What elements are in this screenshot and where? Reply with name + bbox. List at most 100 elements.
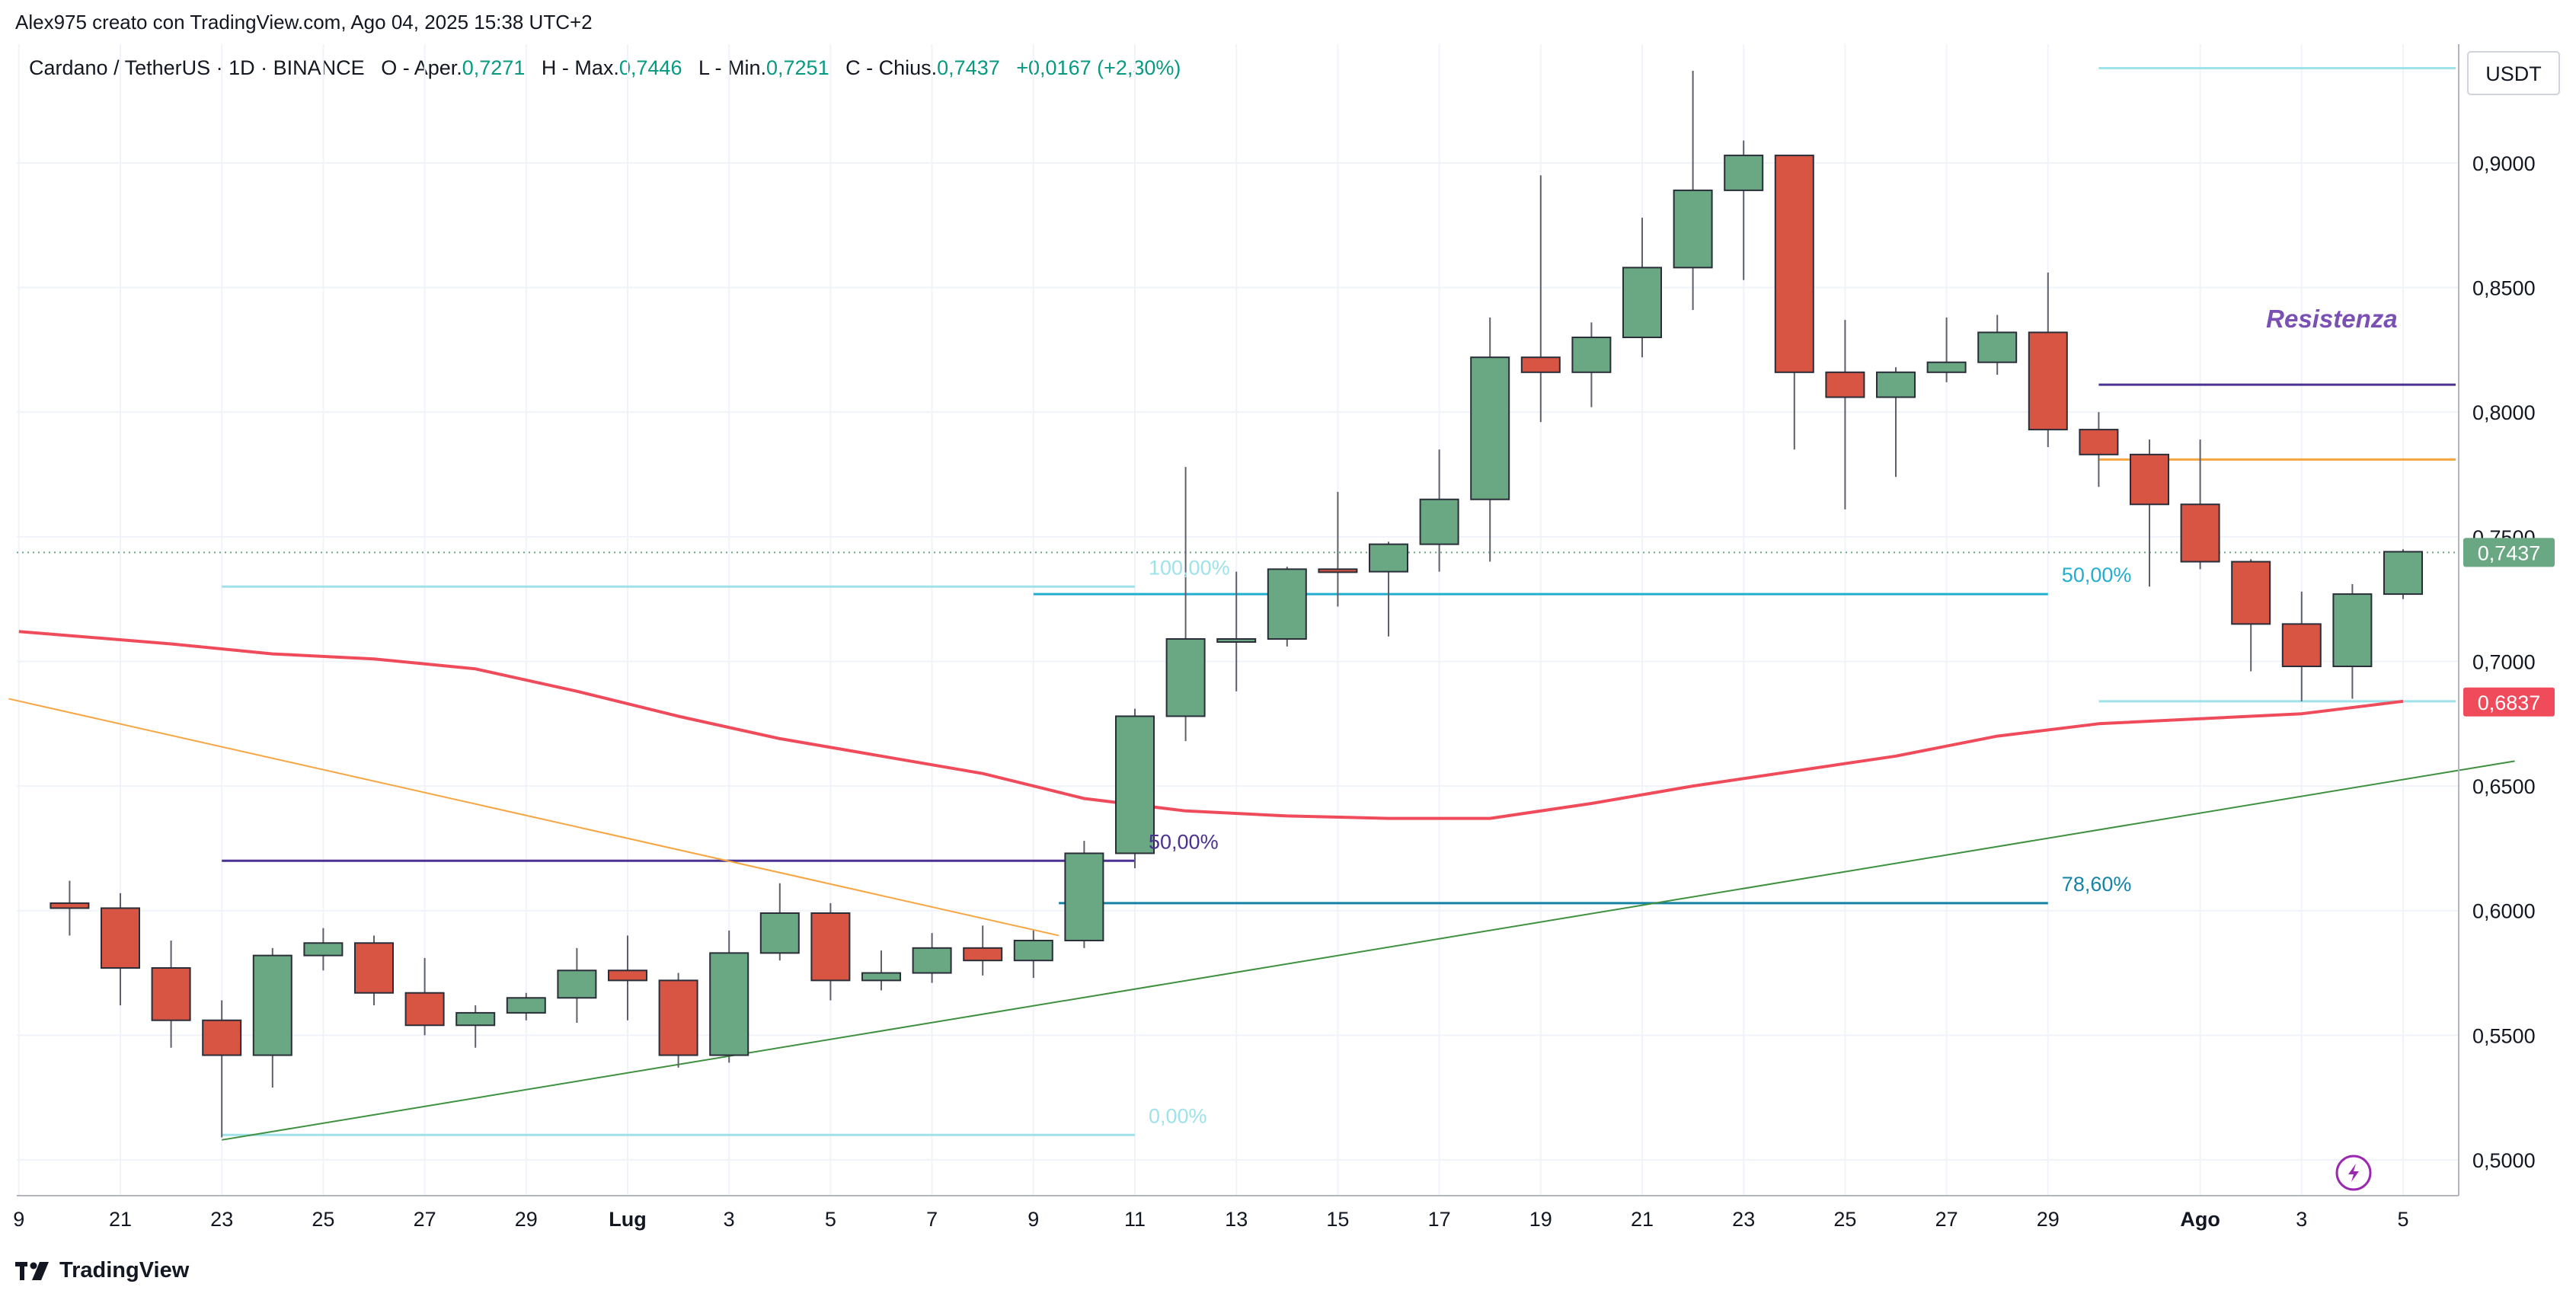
legend-low-value: 0,7251 <box>766 56 829 79</box>
candle-body <box>861 972 901 982</box>
chart-grid <box>17 44 2459 1196</box>
candle <box>861 950 901 991</box>
time-tick-label: 3 <box>2296 1208 2307 1231</box>
candle <box>151 941 191 1048</box>
candle-body <box>404 992 445 1027</box>
candle-body <box>2028 331 2068 431</box>
candle-body <box>912 947 952 974</box>
candle-body <box>608 969 647 982</box>
time-tick-label: 9 <box>13 1208 24 1231</box>
candle-body <box>1419 498 1459 545</box>
price-label-ma: 0,6837 <box>2478 692 2541 714</box>
candle-body <box>2231 561 2271 625</box>
candle-body <box>1520 356 1561 373</box>
candle <box>2383 549 2423 599</box>
time-tick-label: 25 <box>1833 1208 1856 1231</box>
candle <box>50 880 90 936</box>
candle-body <box>1216 638 1257 643</box>
time-tick-label: 27 <box>1935 1208 1958 1231</box>
candle <box>1419 449 1459 572</box>
candle <box>1369 541 1408 637</box>
candle <box>1673 70 1713 310</box>
labels-layer: 100,00% 50,00% 0,00% 50,00% 78,60% Resistenza… <box>1149 305 2555 1127</box>
time-tick-label: 25 <box>312 1208 334 1231</box>
time-tick-label: 9 <box>1028 1208 1039 1231</box>
price-tick-label: 0,5500 <box>2472 1024 2536 1047</box>
legend-high-value: 0,7446 <box>618 56 682 79</box>
time-tick-label: 29 <box>2037 1208 2060 1231</box>
candle <box>759 883 800 961</box>
time-tick-label: 21 <box>109 1208 132 1231</box>
price-label-box <box>2463 687 2555 717</box>
price-tick-label: 0,5000 <box>2472 1149 2536 1172</box>
time-tick-label: 13 <box>1225 1208 1248 1231</box>
time-tick-label: 29 <box>515 1208 538 1231</box>
candle-body <box>1165 638 1206 717</box>
chart-credit: Alex975 creato con TradingView.com, Ago … <box>15 11 593 34</box>
candle-body <box>1825 371 1865 398</box>
candle <box>1013 930 1053 979</box>
candle-body <box>1977 331 2018 363</box>
candle <box>1267 567 1307 647</box>
price-tick-label: 0,6000 <box>2472 900 2536 923</box>
fib-retracement-label: 50,00% <box>1149 830 1219 853</box>
candle-body <box>506 997 546 1014</box>
candle <box>1977 315 2018 375</box>
legend-open-value: 0,7271 <box>462 56 526 79</box>
legend-open-label: O - Aper. <box>381 56 462 79</box>
candle <box>1064 841 1104 948</box>
candle-body <box>2130 453 2169 506</box>
time-tick-label: Ago <box>2180 1208 2220 1231</box>
legend-change: +0,0167 (+2,30%) <box>1016 56 1181 79</box>
candle-body <box>1318 568 1358 573</box>
alert-icon[interactable] <box>2335 1155 2372 1191</box>
price-tick-label: 0,9000 <box>2472 152 2536 175</box>
candle <box>1724 140 1764 280</box>
candle <box>2332 584 2373 699</box>
tradingview-logo[interactable]: TradingView <box>15 1258 189 1283</box>
legend-low-label: L - Min. <box>698 56 766 79</box>
candle-body <box>354 942 394 994</box>
candle <box>101 893 140 1006</box>
candle <box>1165 467 1206 742</box>
fib-extension-label: 78,60% <box>2062 873 2132 896</box>
fib-retracement-label: 0,00% <box>1149 1104 1207 1127</box>
candle <box>709 930 749 1063</box>
candle-body <box>709 952 749 1056</box>
candle-body <box>658 979 698 1056</box>
candle <box>303 928 344 971</box>
time-tick-label: 3 <box>724 1208 735 1231</box>
fib-retracement-label: 100,00% <box>1149 556 1230 579</box>
candle-body <box>151 967 191 1021</box>
candle-body <box>1622 267 1662 339</box>
legend-symbol[interactable]: Cardano / TetherUS · 1D · BINANCE <box>29 56 365 79</box>
candle <box>1571 322 1612 407</box>
price-tick-label: 0,8000 <box>2472 401 2536 424</box>
candle-body <box>1724 155 1764 191</box>
candle-body <box>810 912 851 982</box>
candle <box>455 1005 496 1048</box>
candle <box>506 992 546 1021</box>
candle <box>1470 317 1510 562</box>
candle <box>2231 559 2271 672</box>
candle-body <box>963 947 1003 962</box>
trendline-resistance-down <box>8 698 1059 937</box>
candle-body <box>2332 593 2373 667</box>
legend-high-label: H - Max. <box>541 56 619 79</box>
candle <box>2079 412 2119 487</box>
candle-body <box>455 1011 496 1027</box>
trendline-support <box>222 760 2515 1141</box>
candle-body <box>1876 371 1916 398</box>
price-tick-label: 0,6500 <box>2472 775 2536 798</box>
symbol-legend: Cardano / TetherUS · 1D · BINANCE O - Ap… <box>29 56 1181 80</box>
candle <box>1216 571 1257 692</box>
candle <box>354 935 394 1006</box>
candle-body <box>50 902 90 909</box>
candle-body <box>1064 852 1104 942</box>
time-tick-label: 15 <box>1326 1208 1349 1231</box>
candle-body <box>1673 189 1713 269</box>
candle-body <box>1470 356 1510 500</box>
candle-body <box>1115 715 1155 854</box>
currency-box <box>2467 51 2560 95</box>
